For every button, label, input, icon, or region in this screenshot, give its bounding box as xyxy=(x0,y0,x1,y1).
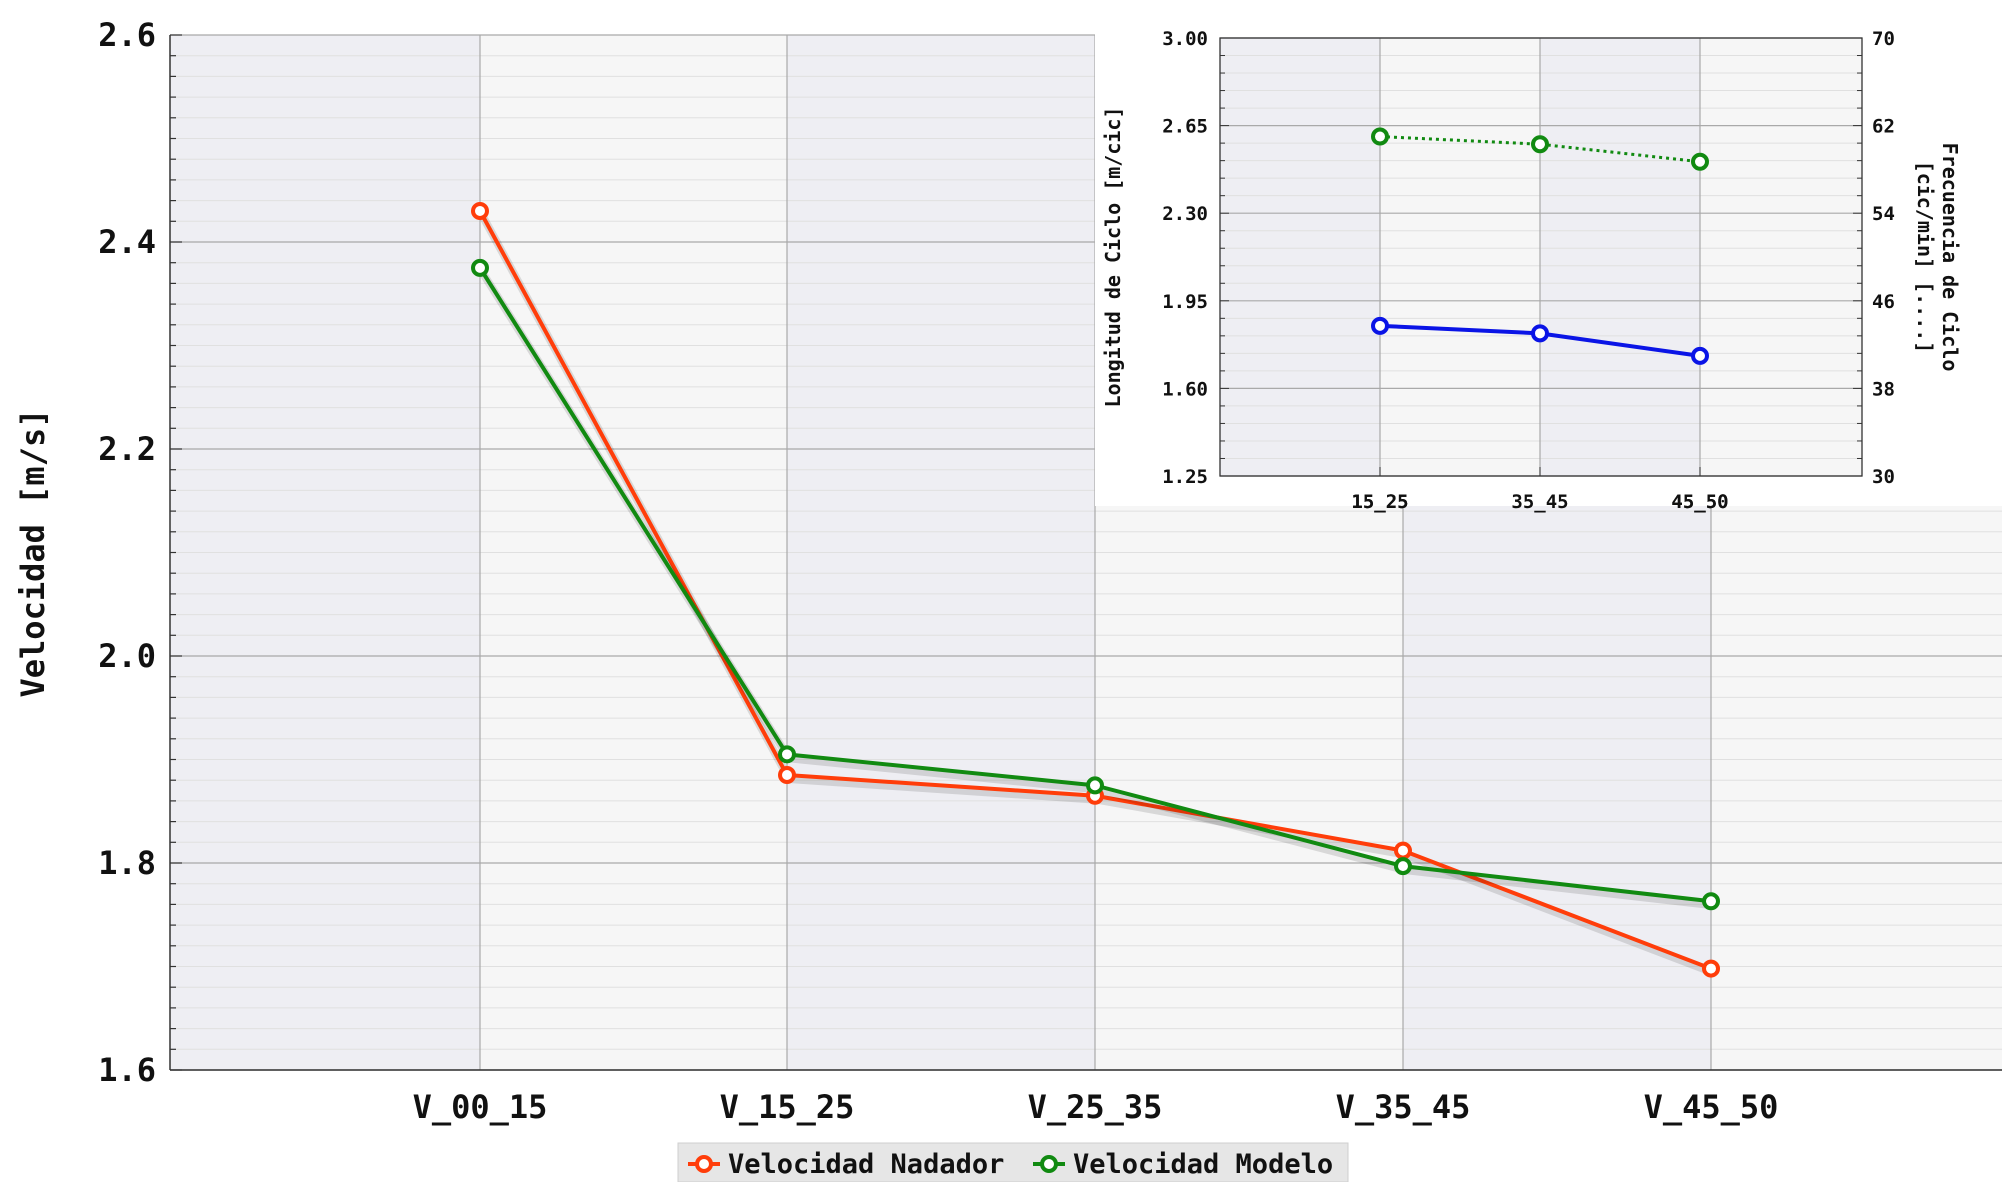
inset-right-tick-label: 70 xyxy=(1872,28,1895,50)
main-data-point-velocidad-nadador xyxy=(471,201,489,220)
main-y-tick-label: 2.2 xyxy=(98,430,156,468)
inset-right-axis-title-line-1: Frecuencia de Ciclo xyxy=(1938,143,1962,372)
main-axes xyxy=(169,34,2002,1071)
main-x-tick-label: V_25_35 xyxy=(1028,1088,1163,1126)
inset-left-tick-label: 3.00 xyxy=(1162,28,1208,50)
inset-background-band xyxy=(1540,38,1700,476)
legend-marker-nadador xyxy=(695,1155,713,1173)
inset-data-point-longitud xyxy=(1531,324,1549,343)
main-data-point-velocidad-modelo xyxy=(471,258,489,277)
main-data-point-velocidad-modelo xyxy=(1086,776,1104,795)
inset-data-point-frecuencia xyxy=(1691,152,1709,171)
main-series xyxy=(471,201,1720,978)
inset-data-point-frecuencia xyxy=(1371,127,1389,146)
inset-right-tick-label: 30 xyxy=(1872,466,1895,488)
main-data-point-velocidad-modelo xyxy=(778,745,796,764)
legend-label-modelo: Velocidad Modelo xyxy=(1073,1149,1333,1180)
legend-entry-nadador: Velocidad Nadador xyxy=(688,1149,1004,1180)
inset-frame xyxy=(1219,37,1863,477)
main-data-point-velocidad-modelo xyxy=(1394,857,1412,876)
inset-right-tick-label: 46 xyxy=(1872,291,1895,313)
main-x-tick-label: V_15_25 xyxy=(720,1088,855,1126)
main-y-tick-label: 1.6 xyxy=(98,1051,156,1089)
main-x-tick-label: V_35_45 xyxy=(1336,1088,1471,1126)
inset-series xyxy=(1371,127,1709,365)
inset-right-tick-label: 62 xyxy=(1872,116,1895,138)
main-y-tick-label: 2.4 xyxy=(98,223,156,261)
inset-left-tick-label: 2.65 xyxy=(1162,116,1208,138)
inset-right-axis-title-line-2: [cic/min] [....] xyxy=(1913,161,1937,354)
main-y-tick-label: 1.8 xyxy=(98,844,156,882)
legend-label-nadador: Velocidad Nadador xyxy=(728,1149,1004,1180)
inset-chart: 1.25 1.60 1.95 2.30 2.65 3.00 30 38 46 54 62 70 15_2… xyxy=(1095,18,2002,513)
inset-series-line-frecuencia xyxy=(1379,135,1701,164)
inset-x-tick-label-overlap: 15_25 xyxy=(1351,491,1408,513)
inset-x-tick-label: 15_25 xyxy=(1351,491,1408,513)
inset-x-tick-label-overlap: 45_50 xyxy=(1671,491,1728,513)
inset-right-tick-label: 54 xyxy=(1872,203,1895,225)
legend-entry-modelo: Velocidad Modelo xyxy=(1033,1149,1333,1180)
inset-background-band xyxy=(1380,38,1540,476)
inset-data-point-longitud xyxy=(1371,316,1389,335)
legend-marker-modelo xyxy=(1040,1155,1058,1173)
main-x-tick-label: V_45_50 xyxy=(1644,1088,1779,1126)
main-y-tick-label: 2.6 xyxy=(98,16,156,54)
inset-background-band xyxy=(1220,38,1380,476)
inset-left-tick-label: 1.25 xyxy=(1162,466,1208,488)
inset-left-axis-title: Longitud de Ciclo [m/cic] xyxy=(1101,106,1125,407)
inset-x-tick-label: 35_45 xyxy=(1511,491,1568,513)
inset-left-tick-label: 1.95 xyxy=(1162,291,1208,313)
main-data-point-velocidad-modelo xyxy=(1702,892,1720,911)
legend: Velocidad Nadador Velocidad Modelo xyxy=(677,1142,1349,1182)
main-x-tick-label: V_00_15 xyxy=(413,1088,548,1126)
inset-right-tick-label: 38 xyxy=(1872,378,1895,400)
inset-left-tick-label: 1.60 xyxy=(1162,378,1208,400)
main-y-tick-label: 2.0 xyxy=(98,637,156,675)
main-data-point-velocidad-nadador xyxy=(1702,959,1720,978)
inset-tick-labels: 1.25 1.60 1.95 2.30 2.65 3.00 30 38 46 54 62 70 15_2… xyxy=(1162,28,1895,513)
inset-plot-background xyxy=(1220,38,1862,476)
inset-data-point-longitud xyxy=(1691,346,1709,365)
inset-left-tick-label: 2.30 xyxy=(1162,203,1208,225)
main-data-point-velocidad-nadador xyxy=(778,766,796,785)
legend-box xyxy=(677,1142,1349,1182)
main-y-axis-title: Velocidad [m/s] xyxy=(14,409,52,698)
inset-x-tick-label: 45_50 xyxy=(1671,491,1728,513)
main-data-point-velocidad-nadador xyxy=(1394,841,1412,860)
inset-axes xyxy=(1219,37,1863,477)
inset-background-band xyxy=(1700,38,1862,476)
main-tick-labels: 1.6 1.8 2.0 2.2 2.4 2.6 V_00_15 V_15_25 V_25_35 V… xyxy=(98,16,1778,1126)
inset-data-point-frecuencia xyxy=(1531,135,1549,154)
